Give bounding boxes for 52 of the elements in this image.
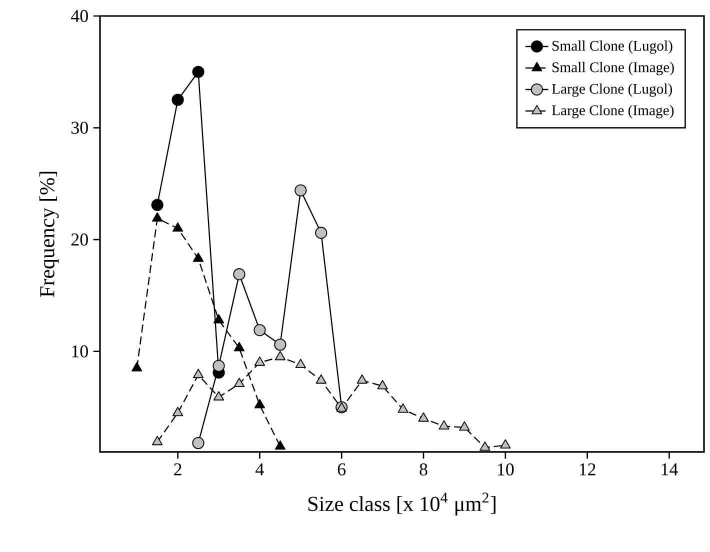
legend-label: Small Clone (Lugol) bbox=[552, 40, 672, 54]
point bbox=[233, 268, 246, 280]
point bbox=[213, 391, 224, 400]
x-tick-label: 4 bbox=[256, 463, 264, 476]
point bbox=[172, 222, 184, 232]
x-axis-title: Size class [x 10$^{4}$ μm$^{2}$] bbox=[308, 492, 496, 516]
point bbox=[172, 94, 184, 106]
legend-label: Large Clone (Lugol) bbox=[552, 83, 672, 97]
point bbox=[234, 342, 245, 352]
point bbox=[192, 436, 204, 450]
legend-label: Large Clone (Image) bbox=[552, 104, 674, 118]
x-tick-label: 14 bbox=[662, 463, 678, 476]
x-tick-label: 12 bbox=[580, 463, 596, 476]
point bbox=[438, 420, 450, 430]
point bbox=[316, 374, 326, 384]
x-tick-label: 8 bbox=[420, 463, 428, 476]
point bbox=[254, 356, 266, 366]
y-tick-label: 40 bbox=[70, 10, 88, 22]
point bbox=[192, 368, 204, 378]
point bbox=[234, 378, 245, 388]
x-tick-label: 6 bbox=[338, 463, 346, 476]
y-tick-label: 10 bbox=[72, 345, 88, 358]
point bbox=[274, 338, 286, 351]
point bbox=[254, 398, 266, 408]
point bbox=[274, 350, 286, 360]
point bbox=[132, 362, 142, 372]
y-tick-label: 20 bbox=[71, 233, 88, 246]
point bbox=[356, 374, 368, 384]
point bbox=[500, 439, 511, 449]
point bbox=[418, 412, 429, 422]
point bbox=[152, 436, 163, 446]
x-tick-label: 10 bbox=[498, 463, 514, 476]
point bbox=[294, 184, 307, 196]
point bbox=[315, 226, 328, 239]
point bbox=[151, 198, 164, 211]
point bbox=[295, 358, 306, 368]
point bbox=[459, 421, 470, 431]
point bbox=[152, 212, 163, 222]
point bbox=[377, 380, 388, 390]
point bbox=[274, 440, 286, 450]
y-tick-label: 30 bbox=[71, 122, 88, 134]
point bbox=[192, 252, 204, 262]
point bbox=[480, 441, 490, 451]
point bbox=[172, 406, 184, 416]
point bbox=[254, 324, 266, 336]
y-axis-title: Frequency [%] bbox=[39, 172, 59, 298]
legend-label: Small Clone (Image) bbox=[552, 62, 674, 76]
x-tick-label: 2 bbox=[174, 463, 182, 476]
point bbox=[192, 66, 204, 78]
point bbox=[212, 360, 225, 372]
point bbox=[398, 403, 408, 413]
point bbox=[213, 314, 224, 324]
